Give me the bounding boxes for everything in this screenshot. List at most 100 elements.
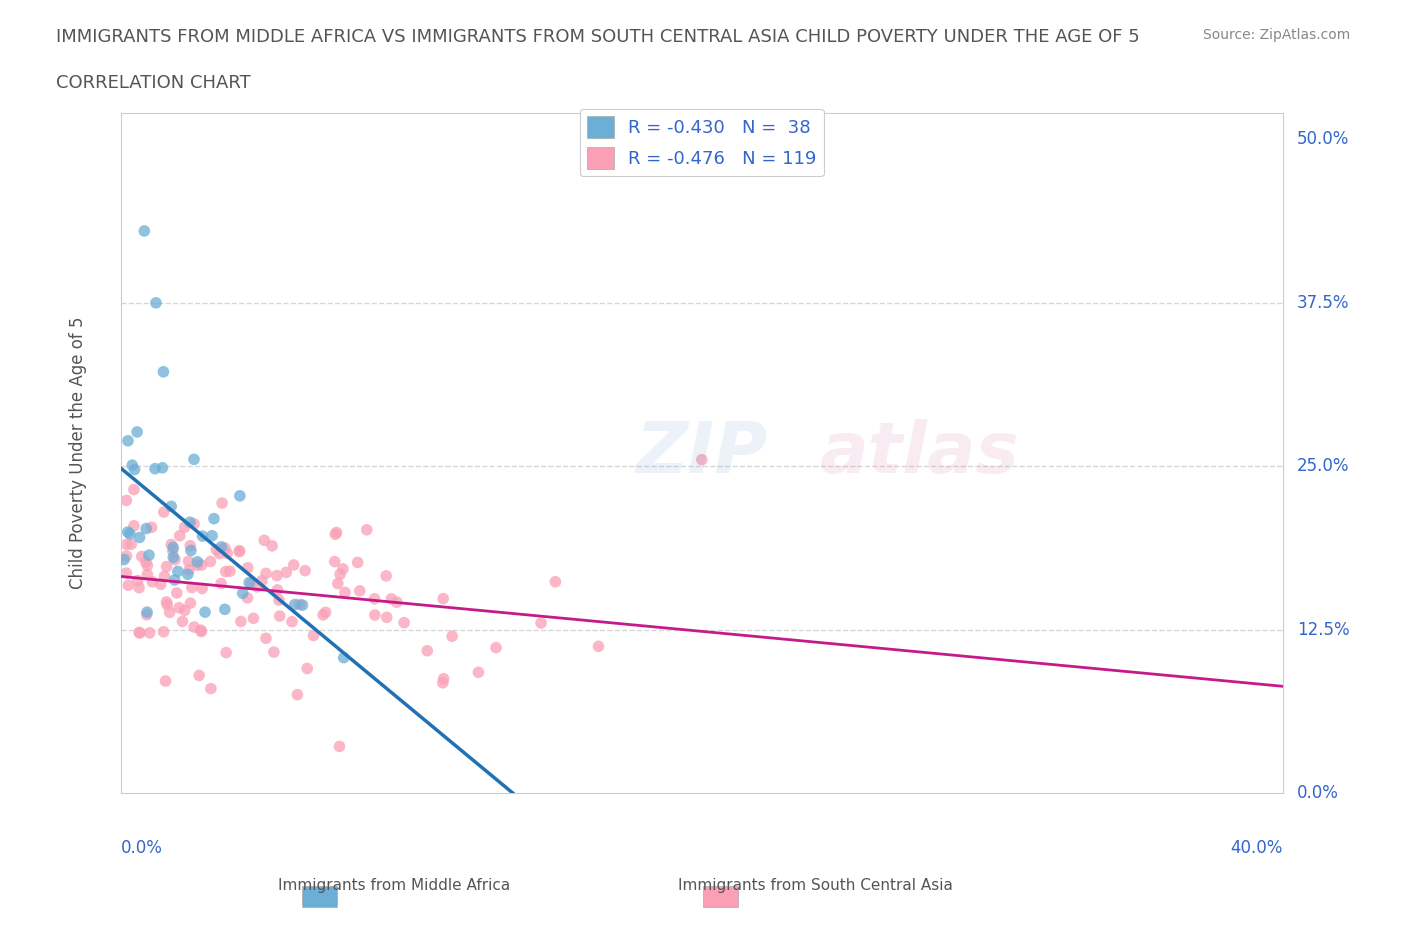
Point [200, 554, 222, 569]
Point [236, 591, 259, 605]
Point [166, 586, 188, 601]
Point [177, 553, 200, 568]
Point [186, 558, 208, 573]
Text: CORRELATION CHART: CORRELATION CHART [56, 74, 252, 92]
Point [115, 493, 138, 508]
Point [128, 530, 150, 545]
Point [127, 573, 149, 588]
Point [329, 567, 352, 582]
Point [117, 578, 139, 592]
Point [122, 482, 145, 497]
Text: atlas: atlas [820, 418, 1019, 487]
Point [167, 601, 190, 616]
Point [328, 739, 350, 754]
Point [326, 576, 349, 591]
Point [284, 597, 307, 612]
Point [246, 579, 269, 594]
Point [124, 462, 146, 477]
Point [191, 528, 214, 543]
Point [441, 629, 464, 644]
Point [315, 604, 337, 619]
Point [375, 610, 398, 625]
Point [183, 619, 205, 634]
Text: 37.5%: 37.5% [1298, 294, 1350, 312]
Text: 0.0%: 0.0% [1298, 784, 1339, 802]
Point [190, 624, 212, 639]
Text: 25.0%: 25.0% [1298, 458, 1350, 475]
Point [267, 592, 290, 607]
Point [209, 539, 232, 554]
Point [269, 608, 291, 623]
Point [117, 525, 139, 539]
Point [263, 644, 285, 659]
Point [173, 520, 195, 535]
Point [180, 580, 202, 595]
Point [432, 675, 454, 690]
Point [291, 598, 314, 613]
Point [173, 603, 195, 618]
Point [690, 452, 713, 467]
Text: 50.0%: 50.0% [1298, 130, 1350, 149]
Text: 12.5%: 12.5% [1298, 620, 1350, 639]
Point [112, 552, 135, 567]
Text: 0.0%: 0.0% [121, 839, 163, 857]
Point [135, 607, 157, 622]
Point [283, 557, 305, 572]
Point [219, 564, 242, 578]
Point [188, 668, 211, 683]
Point [416, 644, 439, 658]
Point [135, 521, 157, 536]
Point [530, 616, 553, 631]
Point [349, 583, 371, 598]
Point [159, 604, 181, 619]
Point [155, 673, 177, 688]
Point [131, 549, 153, 564]
Text: IMMIGRANTS FROM MIDDLE AFRICA VS IMMIGRANTS FROM SOUTH CENTRAL ASIA CHILD POVERT: IMMIGRANTS FROM MIDDLE AFRICA VS IMMIGRA… [56, 28, 1140, 46]
Point [180, 543, 202, 558]
Point [332, 562, 354, 577]
Point [467, 665, 489, 680]
Point [141, 575, 163, 590]
Point [333, 585, 356, 600]
Point [152, 460, 174, 475]
Point [375, 568, 398, 583]
Point [385, 595, 408, 610]
Point [588, 639, 610, 654]
Point [200, 681, 222, 696]
Point [129, 626, 152, 641]
Point [544, 575, 567, 590]
Point [141, 520, 163, 535]
Point [250, 574, 273, 589]
Point [228, 544, 250, 559]
Point [138, 548, 160, 563]
Point [167, 564, 190, 578]
Text: 40.0%: 40.0% [1230, 839, 1282, 857]
Point [205, 542, 228, 557]
Point [177, 563, 200, 578]
Point [209, 576, 232, 591]
Point [162, 543, 184, 558]
Point [217, 546, 239, 561]
Point [214, 540, 236, 555]
Point [122, 518, 145, 533]
Point [155, 559, 177, 574]
Point [143, 461, 166, 476]
Point [325, 525, 347, 540]
Point [346, 555, 368, 570]
Point [208, 546, 231, 561]
Point [302, 628, 325, 643]
Point [172, 614, 194, 629]
Point [238, 575, 260, 590]
Point [183, 452, 205, 467]
Point [160, 498, 183, 513]
Point [266, 582, 288, 597]
Point [136, 558, 159, 573]
Text: Immigrants from South Central Asia: Immigrants from South Central Asia [678, 878, 953, 893]
Point [295, 661, 318, 676]
Point [135, 554, 157, 569]
Point [163, 573, 186, 588]
Point [288, 597, 311, 612]
Point [380, 591, 402, 606]
Point [165, 552, 187, 567]
Point [214, 602, 236, 617]
